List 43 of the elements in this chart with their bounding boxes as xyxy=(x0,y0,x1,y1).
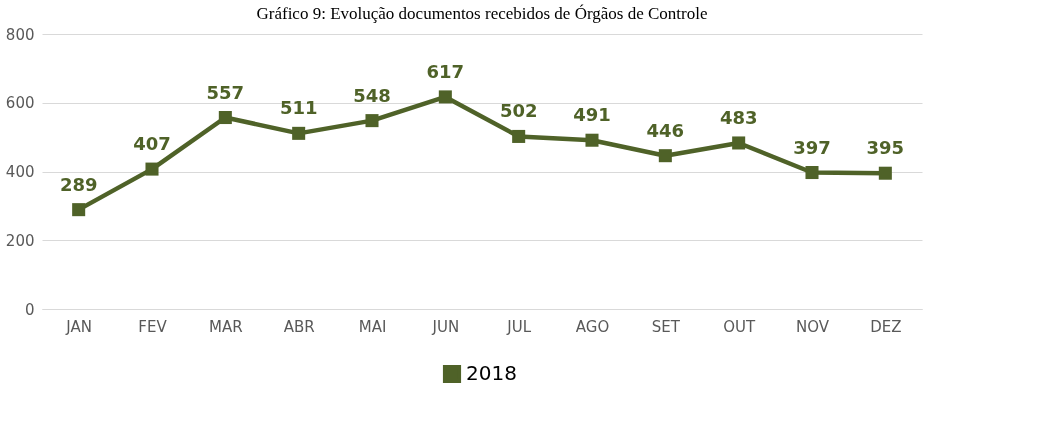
y-tick-label: 600 xyxy=(5,94,35,113)
point xyxy=(585,133,599,147)
y-tick-label: 200 xyxy=(5,231,35,250)
point xyxy=(512,129,526,143)
data-label: 395 xyxy=(866,137,905,159)
x-tick-label: JAN xyxy=(65,317,92,336)
data-label: 446 xyxy=(646,119,685,141)
x-tick-label: MAR xyxy=(209,317,243,336)
data-label: 397 xyxy=(793,136,831,158)
data-label: 557 xyxy=(206,81,245,103)
point xyxy=(72,203,86,217)
point xyxy=(365,114,379,128)
data-label: 502 xyxy=(499,100,538,122)
y-tick-label: 800 xyxy=(5,25,35,44)
legend-label: 2018 xyxy=(466,361,517,385)
data-label: 617 xyxy=(426,60,465,82)
data-label: 491 xyxy=(573,104,611,126)
x-tick-label: MAI xyxy=(358,317,387,336)
x-tick-label: JUL xyxy=(506,317,532,336)
point xyxy=(218,111,232,125)
data-label: 483 xyxy=(719,106,758,128)
point xyxy=(658,149,672,163)
point xyxy=(292,126,306,140)
x-tick-label: FEV xyxy=(138,317,168,336)
x-tick-label: OUT xyxy=(723,317,756,336)
chart-title: Gráfico 9: Evolução documentos recebidos de Órgãos de Controle xyxy=(256,4,708,23)
data-label: 407 xyxy=(133,133,171,155)
x-tick-label: ABR xyxy=(283,317,315,336)
x-tick-label: AGO xyxy=(575,317,610,336)
data-label: 289 xyxy=(59,173,98,195)
y-tick-label: 0 xyxy=(24,300,35,319)
y-tick-label: 400 xyxy=(5,163,35,181)
data-label: 511 xyxy=(279,97,318,119)
data-label: 548 xyxy=(353,84,391,106)
point xyxy=(878,166,892,180)
point xyxy=(732,136,746,150)
point xyxy=(145,162,159,176)
x-tick-label: SET xyxy=(651,317,681,336)
point xyxy=(438,90,452,104)
point xyxy=(805,166,819,180)
x-tick-label: DEZ xyxy=(870,317,902,336)
x-tick-label: JUN xyxy=(431,317,460,336)
x-tick-label: NOV xyxy=(795,317,830,336)
